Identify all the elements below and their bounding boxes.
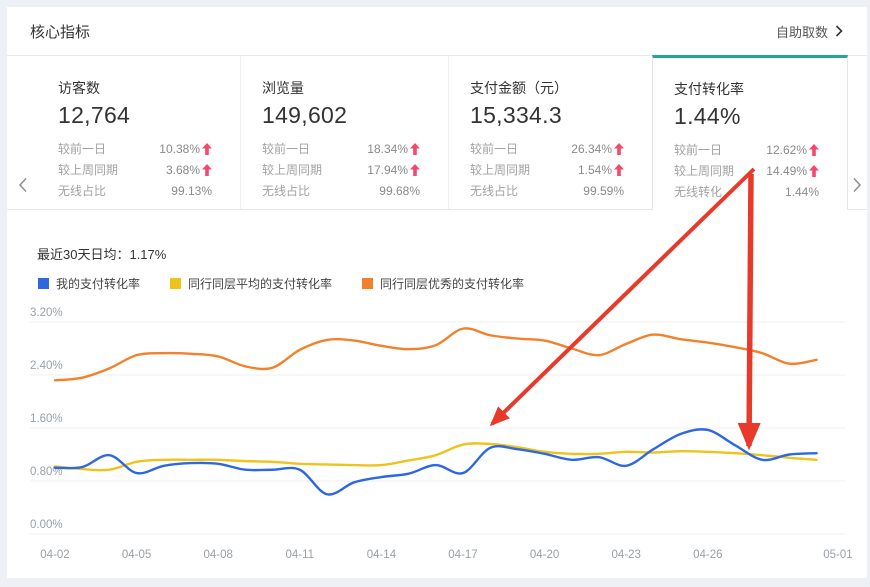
card-value: 149,602 <box>262 102 348 128</box>
card-metric-row: 较前一日 18.34% <box>262 138 420 159</box>
up-arrow-icon <box>614 163 624 176</box>
legend-item-peer-excellent[interactable]: 同行同层优秀的支付转化率 <box>362 275 524 292</box>
page-title: 核心指标 <box>30 23 91 41</box>
metric-card-payment-amount[interactable]: 支付金额（元） 15,334.3 较前一日 26.34% 较上周同期 1.54%… <box>448 56 652 209</box>
svg-text:2.40%: 2.40% <box>30 360 63 372</box>
svg-text:04-11: 04-11 <box>286 549 315 561</box>
card-metric-row: 无线转化 1.44% <box>674 184 819 200</box>
card-title: 支付转化率 <box>674 81 744 97</box>
metric-card-pageviews[interactable]: 浏览量 149,602 较前一日 18.34% 较上周同期 17.94% 无线占… <box>240 56 448 209</box>
core-metrics-panel: 核心指标 自助取数 访客数 12,764 较前一日 10.38% 较上周同期 3… <box>7 7 867 578</box>
svg-text:0.80%: 0.80% <box>30 466 63 478</box>
cards-next-icon[interactable] <box>849 177 865 193</box>
legend-swatch-orange <box>362 278 374 289</box>
svg-text:04-17: 04-17 <box>448 549 477 561</box>
card-metric-row: 无线占比 99.59% <box>470 183 624 199</box>
trend-line-chart: 3.20% 2.40% 1.60% 0.80% 0.00% 04-02 04-05 04-08… <box>30 307 853 561</box>
card-title: 浏览量 <box>262 80 304 96</box>
card-metric-row: 无线占比 99.68% <box>262 183 420 199</box>
cards-prev-icon[interactable] <box>15 177 31 193</box>
legend-item-my-rate[interactable]: 我的支付转化率 <box>38 275 140 292</box>
card-metric-row: 较前一日 12.62% <box>674 139 819 160</box>
metric-card-conversion-rate-selected[interactable]: 支付转化率 1.44% 较前一日 12.62% 较上周同期 14.49% 无线转… <box>652 55 848 210</box>
svg-text:05-01: 05-01 <box>823 549 852 561</box>
card-metric-row: 较上周同期 17.94% <box>262 159 420 180</box>
svg-text:3.20%: 3.20% <box>30 307 63 319</box>
card-title: 访客数 <box>58 80 100 96</box>
legend-item-peer-average[interactable]: 同行同层平均的支付转化率 <box>170 275 332 292</box>
chevron-right-icon <box>835 25 843 37</box>
card-value: 12,764 <box>58 102 131 128</box>
metric-card-visitors[interactable]: 访客数 12,764 较前一日 10.38% 较上周同期 3.68% 无线占比 … <box>37 56 240 209</box>
self-service-data-label: 自助取数 <box>775 24 828 40</box>
card-value: 15,334.3 <box>470 102 562 128</box>
up-arrow-icon <box>202 142 212 155</box>
legend-swatch-blue <box>38 278 49 289</box>
svg-text:04-20: 04-20 <box>530 549 559 561</box>
svg-text:04-26: 04-26 <box>693 549 722 561</box>
card-metric-row: 较上周同期 14.49% <box>674 160 819 181</box>
card-metric-row: 较上周同期 3.68% <box>58 159 212 180</box>
svg-text:1.60%: 1.60% <box>30 413 63 425</box>
card-metric-row: 较前一日 26.34% <box>470 138 624 159</box>
card-metric-row: 无线占比 99.13% <box>58 183 212 199</box>
card-value: 1.44% <box>674 103 741 129</box>
svg-text:04-02: 04-02 <box>40 549 69 561</box>
up-arrow-icon <box>410 142 420 155</box>
up-arrow-icon <box>809 164 819 177</box>
self-service-data-link[interactable]: 自助取数 <box>776 22 843 41</box>
card-metric-row: 较前一日 10.38% <box>58 138 212 159</box>
svg-text:04-05: 04-05 <box>122 549 151 561</box>
panel-header: 核心指标 自助取数 <box>7 7 867 56</box>
up-arrow-icon <box>410 163 420 176</box>
svg-text:04-23: 04-23 <box>611 549 640 561</box>
up-arrow-icon <box>202 163 212 176</box>
chart-title: 最近30天日均：1.17% <box>37 247 167 262</box>
up-arrow-icon <box>809 143 819 156</box>
svg-text:0.00%: 0.00% <box>30 519 63 531</box>
svg-text:04-14: 04-14 <box>367 549 397 561</box>
legend-swatch-yellow <box>170 278 182 289</box>
metric-cards-row: 访客数 12,764 较前一日 10.38% 较上周同期 3.68% 无线占比 … <box>7 55 867 210</box>
card-title: 支付金额（元） <box>470 80 568 96</box>
chart-legend: 我的支付转化率 同行同层平均的支付转化率 同行同层优秀的支付转化率 <box>38 275 524 292</box>
svg-text:04-08: 04-08 <box>203 549 232 561</box>
up-arrow-icon <box>614 142 624 155</box>
card-metric-row: 较上周同期 1.54% <box>470 159 624 180</box>
